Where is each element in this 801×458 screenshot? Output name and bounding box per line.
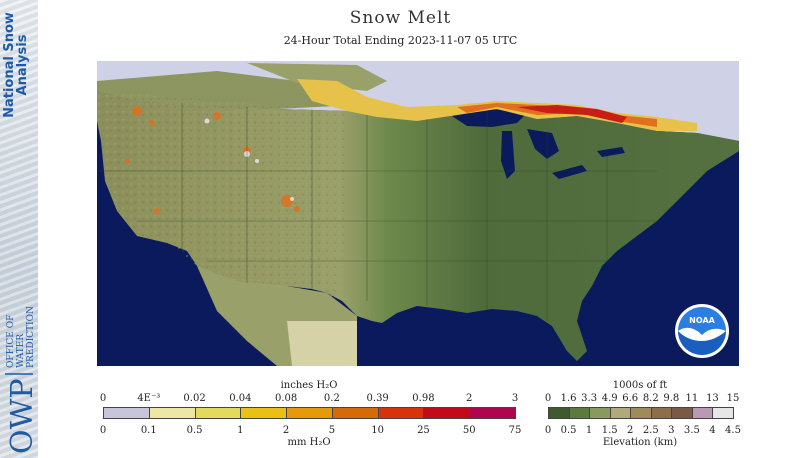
melt_legend-bottom-label: 10 — [371, 425, 385, 436]
lake-michigan — [501, 131, 515, 179]
melt_legend-top-label: 0.98 — [412, 393, 435, 404]
melt_legend-bottom-label: 0.5 — [186, 425, 203, 436]
elev_legend-swatch — [568, 407, 591, 419]
elev_legend-bottom-label: 2.5 — [642, 425, 659, 436]
canada-green-plains — [247, 63, 387, 91]
melt-legend-top-labels: 0 4E⁻³ 0.02 0.04 0.08 0.2 0.39 0.98 2 3 — [99, 393, 519, 405]
elevation-legend-bottom-labels: 0 0.5 1 1.5 2 2.5 3 3.5 4 4.5 — [544, 425, 741, 437]
elev_legend-swatch — [650, 407, 673, 419]
melt_legend-top-label: 3 — [511, 393, 519, 404]
elev_legend-bottom-label: 4 — [709, 425, 716, 436]
elev_legend-bottom-label: 4.5 — [725, 425, 741, 436]
elev_legend-top-label: 4.9 — [601, 393, 618, 404]
page-title: Snow Melt — [349, 8, 452, 28]
owp-acronym: OWP — [5, 378, 36, 454]
elev_legend-top-label: 15 — [726, 393, 740, 404]
melt_legend-swatch — [423, 407, 471, 419]
melt-legend: inches H₂O 0 4E⁻³ 0.02 0.04 0.08 0.2 0.39 0.98 2… — [99, 380, 522, 450]
elevation-legend-bottom-title: Elevation (km) — [602, 437, 678, 448]
elev_legend-bottom-label: 3.5 — [683, 425, 700, 436]
melt_legend-bottom-label: 2 — [282, 425, 290, 436]
elev_legend-swatch — [712, 407, 734, 419]
melt_legend-swatch — [469, 407, 516, 419]
elev_legend-top-label: 0 — [544, 393, 552, 404]
lake-superior — [452, 109, 527, 127]
owp-org-line2: WATER — [16, 334, 26, 368]
melt_legend-top-label: 0.02 — [183, 393, 206, 404]
elev_legend-swatch — [630, 407, 652, 419]
noaa-logo-icon: NOAA — [675, 304, 729, 358]
melt_legend-top-label: 0.08 — [274, 393, 298, 404]
owp-logo: OWP OFFICE OF WATER PREDICTION — [5, 306, 36, 454]
elev_legend-bottom-label: 0.5 — [560, 425, 577, 436]
melt_legend-bottom-label: 1 — [237, 425, 244, 436]
elev_legend-top-label: 6.6 — [622, 393, 639, 404]
melt_legend-swatch — [194, 407, 242, 419]
melt_legend-top-label: 0.2 — [323, 393, 340, 404]
melt-legend-bottom-labels: 0 0.1 0.5 1 2 5 10 25 50 75 — [99, 425, 522, 437]
elev_legend-top-label: 9.8 — [663, 393, 680, 404]
lake-erie — [552, 165, 587, 179]
elev_legend-swatch — [691, 407, 714, 419]
snow-melt-map: NOAA — [97, 61, 739, 366]
melt-legend-bottom-title: mm H₂O — [287, 437, 331, 448]
melt_legend-top-label: 2 — [466, 393, 473, 404]
melt_legend-swatch — [240, 407, 288, 419]
melt_legend-bottom-label: 5 — [328, 425, 336, 436]
elev_legend-top-label: 11 — [685, 393, 699, 404]
lake-huron — [527, 129, 559, 159]
melt_legend-bottom-label: 25 — [417, 425, 430, 436]
elevation-legend-swatches — [548, 407, 734, 419]
elev_legend-bottom-label: 1.5 — [601, 425, 618, 436]
mountain-snow-patches — [204, 118, 294, 201]
melt_legend-top-label: 4E⁻³ — [137, 393, 161, 404]
melt-legend-top-title: inches H₂O — [280, 380, 338, 391]
melt_legend-bottom-label: 50 — [462, 425, 476, 436]
melt-band-red — [517, 105, 627, 123]
mexico-pale — [287, 321, 357, 366]
western-terrain — [97, 91, 347, 301]
elevation-legend-top-labels: 0 1.6 3.3 4.9 6.6 8.2 9.8 11 13 15 — [544, 393, 740, 405]
elev_legend-swatch — [589, 407, 611, 419]
melt_legend-top-label: 0.39 — [366, 393, 389, 404]
elev_legend-bottom-label: 1 — [585, 425, 593, 436]
elev_legend-swatch — [671, 407, 693, 419]
melt_legend-swatch — [377, 407, 425, 419]
melt_legend-swatch — [286, 407, 333, 419]
mountain-melt-patches — [124, 106, 300, 214]
elev_legend-bottom-label: 3 — [668, 425, 675, 436]
sidebar-banner: National Snow Analysis OWP OFFICE OF WAT… — [0, 0, 38, 458]
lake-ontario — [597, 147, 625, 157]
elev_legend-top-label: 3.3 — [581, 393, 598, 404]
noaa-logo-text: NOAA — [689, 316, 715, 325]
melt_legend-swatch — [148, 407, 196, 419]
melt_legend-bottom-label: 0 — [99, 425, 107, 436]
elevation-legend-top-title: 1000s of ft — [612, 380, 668, 391]
melt_legend-bottom-label: 0.1 — [140, 425, 157, 436]
elev_legend-swatch — [548, 407, 570, 419]
melt-band-orange — [457, 103, 657, 127]
page-subtitle: 24-Hour Total Ending 2023-11-07 05 UTC — [283, 34, 518, 47]
melt_legend-swatch — [103, 407, 150, 419]
elev_legend-top-label: 13 — [706, 393, 719, 404]
elev_legend-top-label: 8.2 — [642, 393, 659, 404]
melt_legend-top-label: 0.04 — [229, 393, 252, 404]
elev_legend-bottom-label: 0 — [544, 425, 552, 436]
owp-org-line3: PREDICTION — [26, 306, 36, 368]
owp-org-line1: OFFICE OF — [6, 315, 16, 368]
melt-legend-swatches — [103, 407, 516, 419]
melt_legend-bottom-label: 75 — [508, 425, 522, 436]
melt_legend-swatch — [331, 407, 379, 419]
state-boundaries — [97, 103, 657, 321]
elev_legend-bottom-label: 2 — [627, 425, 634, 436]
elev_legend-swatch — [609, 407, 632, 419]
elev_legend-top-label: 1.6 — [560, 393, 577, 404]
melt_legend-top-label: 0 — [99, 393, 107, 404]
